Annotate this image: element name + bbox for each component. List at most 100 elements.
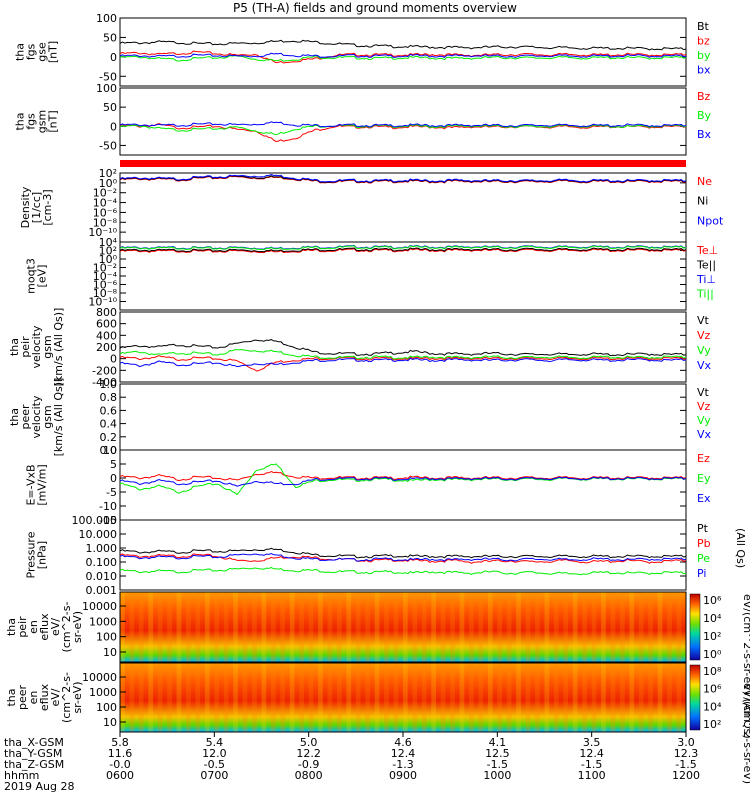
spectrogram-stripe (327, 592, 333, 662)
colorbar-tick-label: 10⁴ (703, 612, 722, 625)
spectrogram-stripe (667, 663, 672, 732)
legend-entry: Ey (697, 472, 711, 485)
y-tick-label: 0 (110, 51, 117, 64)
spectrogram-stripe (487, 592, 493, 662)
footer-value: 11.6 (108, 747, 133, 760)
legend-entry: Vx (697, 359, 712, 372)
y-axis-label: E=-VxB (25, 464, 38, 505)
y-tick-label: 0 (110, 120, 117, 133)
footer-value: 12.4 (391, 747, 416, 760)
y-tick-label: 50 (103, 31, 117, 44)
y-axis-label: gsm (41, 405, 54, 428)
spectrogram-stripe (421, 592, 427, 662)
spectrogram-stripe (535, 592, 540, 662)
spectrogram-stripe (572, 663, 578, 732)
footer-value: 0700 (200, 769, 228, 782)
spectrogram-stripe (459, 592, 465, 662)
spectrogram-stripe (120, 663, 125, 732)
y-axis-label: peer (16, 685, 29, 711)
footer-value: 12.0 (202, 747, 227, 760)
y-tick-label: 0 (110, 353, 117, 366)
legend-entry: Pi (697, 567, 706, 580)
spectrogram-stripe (318, 663, 323, 732)
panel-frame (119, 17, 687, 87)
y-axis-label: gsm (36, 110, 49, 133)
y-tick-label: -200 (92, 364, 117, 377)
spectrogram-stripe (270, 592, 276, 662)
series-line-bz (119, 50, 687, 64)
spectrogram-stripe (591, 663, 597, 732)
y-tick-label: 0.100 (86, 556, 118, 569)
legend-entry: Bx (697, 128, 712, 141)
colorbar-tick-label: 10⁴ (703, 700, 722, 713)
y-tick-label: 10⁴ (99, 236, 118, 249)
legend-entry: Vx (697, 428, 712, 441)
y-tick-label: 0.001 (86, 584, 118, 597)
footer-row-label: tha_Y-GSM (4, 747, 62, 760)
y-tick-label: 1000 (89, 615, 117, 628)
footer-value: -1.3 (392, 758, 413, 771)
y-axis-label: (cm^2-s- (60, 672, 73, 723)
legend-entry: Npot (697, 214, 724, 227)
spectrogram-stripe (506, 592, 512, 662)
spectrogram-stripe (186, 663, 191, 732)
spectrogram-stripe (544, 663, 550, 732)
panel-frame (119, 591, 687, 663)
spectrogram-stripe (129, 592, 135, 662)
y-tick-label: -15 (99, 514, 117, 527)
legend-entry: Pe (697, 552, 710, 565)
spectrogram-stripe (242, 663, 248, 732)
spectrogram-stripe (582, 663, 587, 732)
panel-frame (119, 87, 687, 156)
spectrogram-stripe (421, 663, 427, 732)
spectrogram-stripe (299, 592, 304, 662)
colorbar-tick-label: 10⁶ (703, 683, 722, 696)
legend-entry: Te⊥ (696, 244, 718, 257)
spectrogram-peer-spec (120, 663, 686, 732)
footer-value: 12.4 (579, 747, 604, 760)
y-tick-label: 50 (103, 101, 117, 114)
legend-entry: bx (697, 64, 711, 77)
colorbar-tick-label: 10² (703, 630, 721, 643)
y-axis-label: [km/s (All Qs)] (52, 378, 65, 457)
legend-entry: Vz (697, 400, 711, 413)
series-line-by (119, 55, 687, 62)
y-axis-label: Density (19, 186, 32, 228)
y-tick-label: 100 (96, 12, 117, 25)
spectrogram-stripe (582, 592, 587, 662)
spectrogram-stripe (346, 592, 352, 662)
spectrogram-stripe (252, 592, 257, 662)
spectrogram-stripe (280, 663, 286, 732)
series-line-Ex (119, 476, 687, 487)
spectrogram-stripe (289, 592, 295, 662)
y-axis-label: [mV/m] (36, 464, 49, 505)
spectrogram-stripe (487, 663, 493, 732)
spectrogram-stripe (384, 663, 389, 732)
spectrogram-stripe (497, 663, 503, 732)
series-line-Bx (119, 121, 687, 128)
spectrogram-stripe (355, 663, 361, 732)
y-tick-label: 10000 (82, 600, 117, 613)
y-axis-label: [cm-3] (41, 189, 54, 225)
spectrogram-stripe (601, 592, 606, 662)
legend-entry: Bz (697, 90, 711, 103)
spectrogram-stripe (167, 592, 172, 662)
y-axis-label: en (27, 691, 40, 705)
footer-value: 0600 (106, 769, 134, 782)
y-tick-label: 800 (96, 306, 117, 319)
series-line-Vt (119, 339, 687, 357)
spectrogram-stripe (431, 663, 437, 732)
y-axis-label: velocity (30, 325, 43, 368)
legend-entry: Vt (697, 314, 710, 327)
footer-value: 4.1 (489, 736, 507, 749)
y-tick-label: 10⁻¹⁰ (88, 296, 117, 309)
spectrogram-stripe (204, 592, 210, 662)
spectrogram-stripe (629, 663, 635, 732)
y-axis-label: eflux (38, 613, 51, 641)
spectrogram-stripe (214, 663, 220, 732)
y-tick-label: 10.000 (79, 528, 118, 541)
footer-value: -0.9 (298, 758, 319, 771)
footer-value: -1.5 (487, 758, 508, 771)
series-line-Pb (119, 553, 687, 564)
y-tick-label: 100 (96, 631, 117, 644)
